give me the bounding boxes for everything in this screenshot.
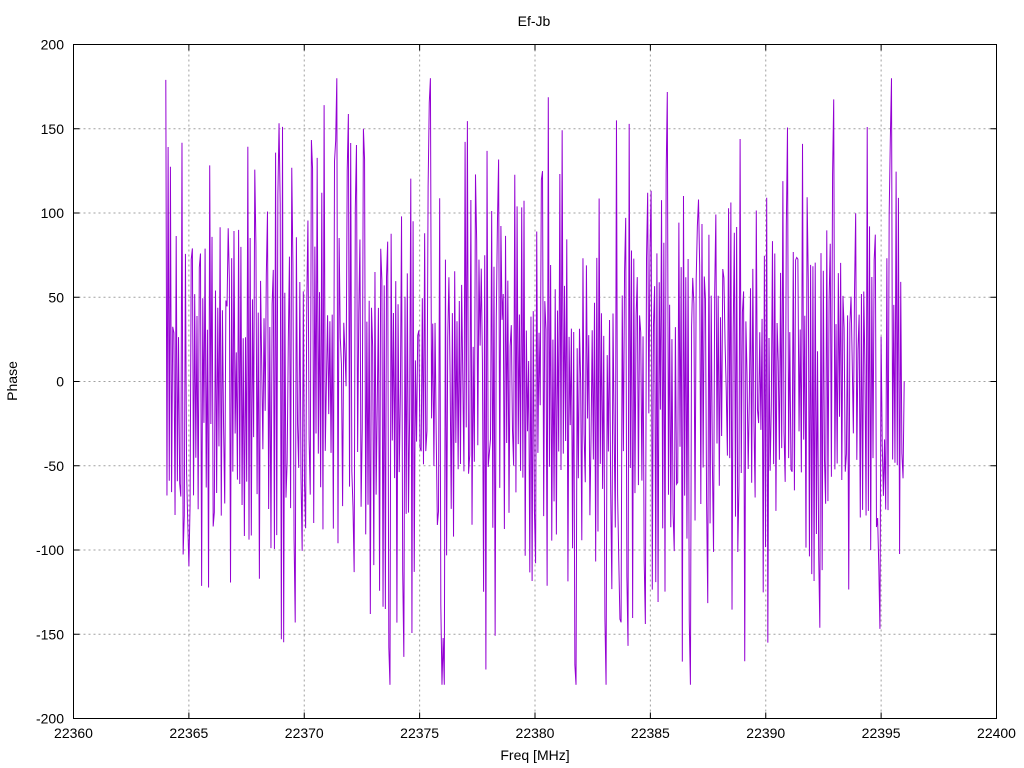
x-tick-label: 22380 <box>516 725 555 741</box>
chart-title: Ef-Jb <box>518 13 551 29</box>
x-tick-label: 22365 <box>169 725 208 741</box>
x-tick-label: 22375 <box>400 725 439 741</box>
y-tick-label: 200 <box>41 37 65 53</box>
y-axis-label: Phase <box>4 361 20 401</box>
x-axis-label: Freq [MHz] <box>500 747 569 763</box>
x-tick-label: 22385 <box>631 725 670 741</box>
x-tick-labels: 22360 22365 22370 22375 22380 22385 22390 22395… <box>54 725 1016 741</box>
y-tick-label: 0 <box>56 374 64 390</box>
y-tick-label: 50 <box>48 289 64 305</box>
y-tick-label: -100 <box>36 542 64 558</box>
x-tick-label: 22360 <box>54 725 93 741</box>
y-tick-label: 100 <box>41 205 65 221</box>
y-tick-labels: -200 -150 -100 -50 0 50 100 150 200 <box>36 37 64 727</box>
series-group <box>165 78 905 685</box>
y-tick-label: -150 <box>36 626 64 642</box>
y-tick-label: 150 <box>41 121 65 137</box>
tick-marks <box>73 44 997 719</box>
x-tick-label: 22370 <box>285 725 324 741</box>
x-tick-label: 22400 <box>977 725 1016 741</box>
y-tick-label: -50 <box>44 458 64 474</box>
x-tick-label: 22395 <box>862 725 901 741</box>
x-tick-label: 22390 <box>746 725 785 741</box>
y-tick-label: -200 <box>36 711 64 727</box>
phase-series-line <box>165 78 905 685</box>
